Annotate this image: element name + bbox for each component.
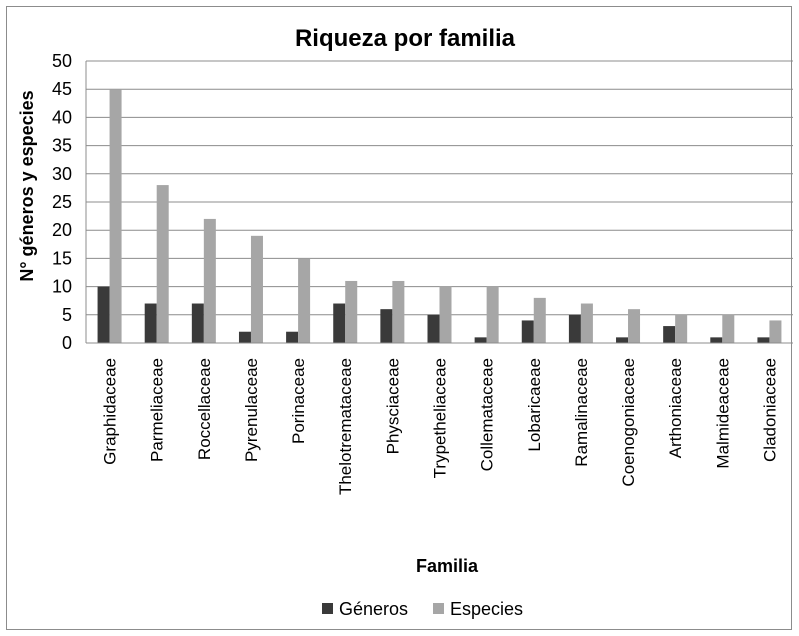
bar-especies — [628, 309, 641, 343]
bar-generos — [474, 337, 487, 343]
y-tick-label: 25 — [52, 192, 72, 212]
category-label: Cladoniaceae — [760, 358, 779, 462]
category-label: Coenogoniaceae — [619, 358, 638, 487]
category-label: Parmeliaceae — [148, 358, 167, 462]
y-tick-label: 40 — [52, 107, 72, 127]
bar-especies — [533, 297, 546, 343]
y-tick-labels: 0 5 10 15 20 25 30 35 40 45 50 — [52, 51, 72, 353]
y-tick-label: 45 — [52, 79, 72, 99]
category-label: Physciaceae — [383, 358, 402, 454]
bar-generos — [380, 309, 393, 343]
legend-swatch — [322, 603, 333, 614]
y-tick-label: 20 — [52, 220, 72, 240]
x-axis-title: Familia — [416, 556, 479, 576]
bar-generos — [238, 331, 251, 343]
bar-especies — [580, 303, 593, 343]
bars — [86, 89, 793, 344]
y-tick-label: 5 — [62, 305, 72, 325]
category-label: Thelotremataceae — [336, 358, 355, 495]
bar-especies — [156, 185, 169, 343]
y-tick-label: 35 — [52, 136, 72, 156]
category-label: Pyrenulaceae — [242, 358, 261, 462]
bar-generos — [663, 326, 676, 343]
y-tick-label: 15 — [52, 248, 72, 268]
legend: Géneros Especies — [322, 599, 523, 619]
y-tick-label: 0 — [62, 333, 72, 353]
bar-especies — [345, 280, 358, 343]
category-label: Porinaceae — [289, 358, 308, 444]
y-tick-label: 50 — [52, 51, 72, 71]
bar-especies — [392, 280, 405, 343]
y-axis-title: N° géneros y especies — [17, 90, 37, 281]
bar-generos — [191, 303, 204, 343]
category-label: Roccellaceae — [195, 358, 214, 460]
bar-generos — [286, 331, 299, 343]
y-tick-label: 10 — [52, 277, 72, 297]
category-label: Graphidaceae — [101, 358, 120, 465]
bar-especies — [769, 320, 782, 343]
bar-especies — [203, 218, 216, 343]
legend-swatch — [433, 603, 444, 614]
category-label: Collemataceae — [478, 358, 497, 471]
bar-generos — [97, 286, 110, 343]
bar-especies — [486, 286, 499, 343]
bar-especies — [250, 235, 263, 343]
bar-especies — [298, 258, 311, 343]
bar-generos — [568, 314, 581, 343]
x-tick-labels: Graphidaceae Parmeliaceae Roccellaceae Pyre… — [101, 358, 780, 495]
category-label: Arthoniaceae — [666, 358, 685, 458]
legend-label: Géneros — [339, 599, 408, 619]
bar-generos — [333, 303, 346, 343]
bar-generos — [144, 303, 157, 343]
bar-especies — [722, 314, 735, 343]
bar-generos — [757, 337, 770, 343]
bar-especies — [675, 314, 688, 343]
category-label: Malmideaceae — [713, 358, 732, 469]
bar-generos — [616, 337, 629, 343]
y-tick-label: 30 — [52, 164, 72, 184]
legend-label: Especies — [450, 599, 523, 619]
bar-especies — [439, 286, 452, 343]
bar-generos — [427, 314, 440, 343]
category-label: Ramalinaceae — [572, 358, 591, 467]
bar-generos — [710, 337, 723, 343]
chart-title: Riqueza por familia — [295, 25, 516, 52]
bar-especies — [109, 89, 122, 343]
bar-generos — [521, 320, 534, 343]
category-label: Trypetheliaceae — [431, 358, 450, 478]
category-label: Lobaricaeae — [525, 358, 544, 452]
